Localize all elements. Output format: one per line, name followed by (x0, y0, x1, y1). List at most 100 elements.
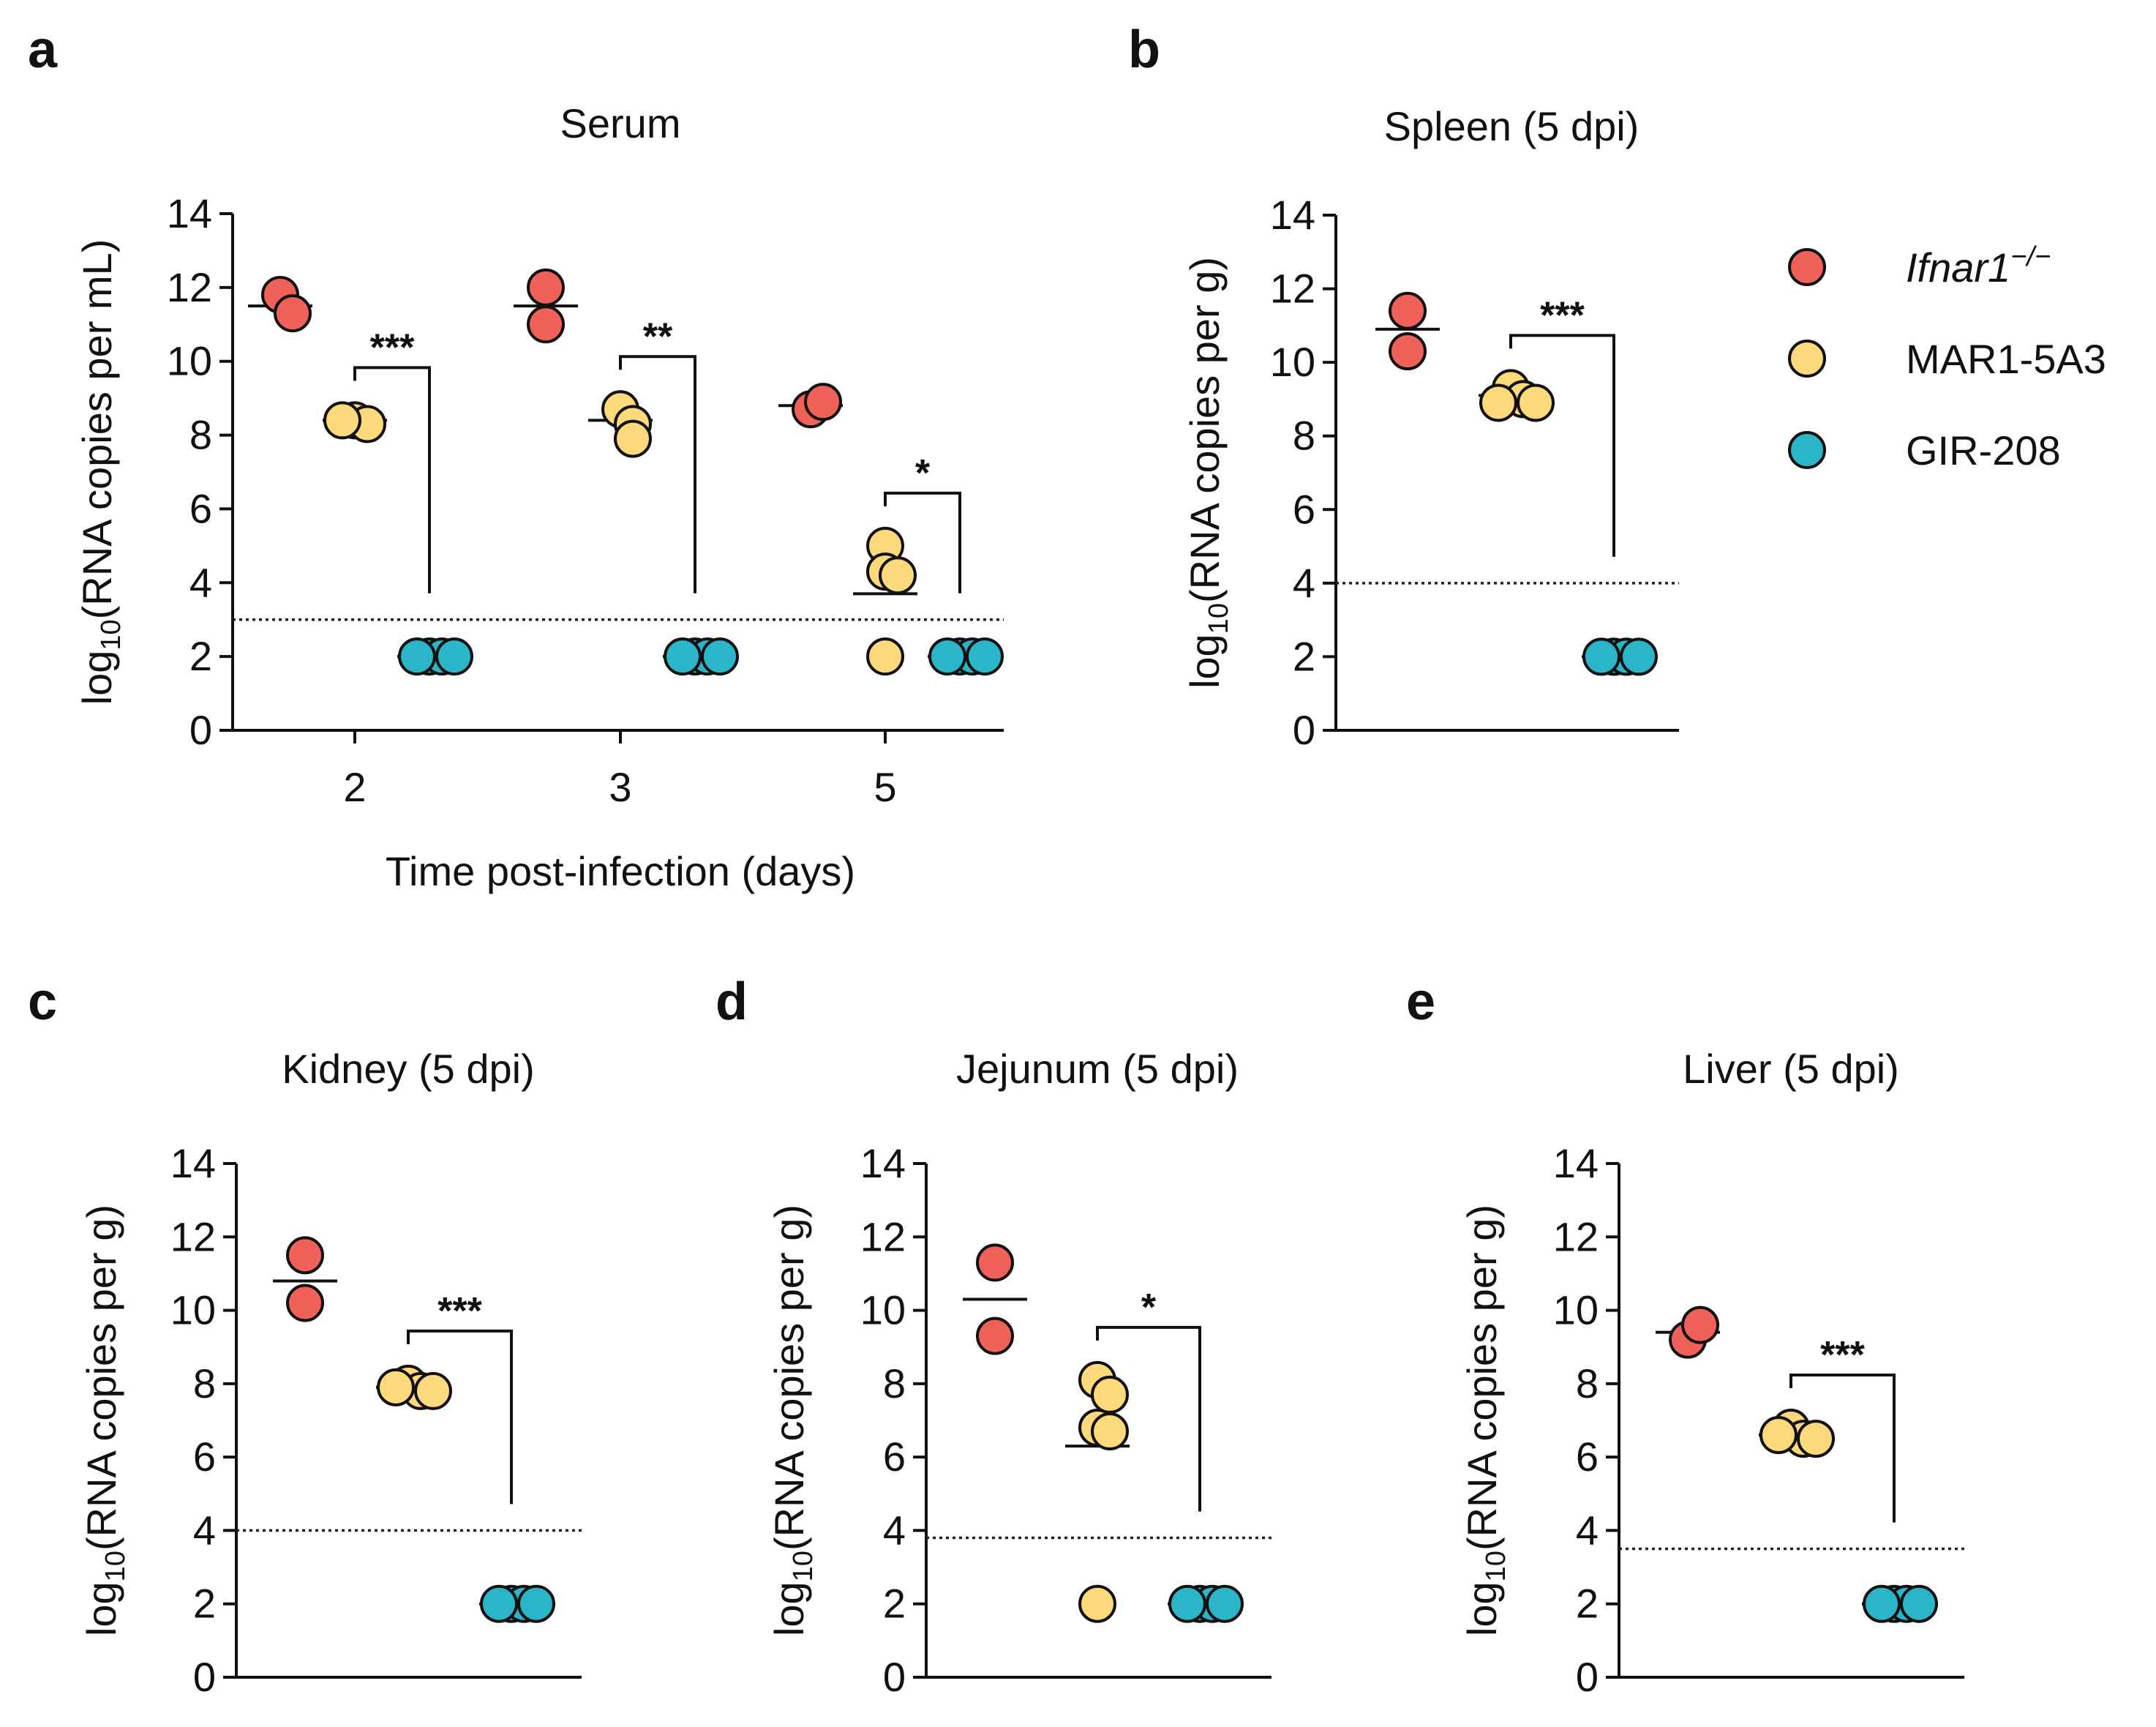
y-tick-label-b: 0 (1293, 707, 1315, 753)
chart-title-c: Kidney (5 dpi) (282, 1046, 535, 1092)
legend-label-main: Ifnar1 (1906, 244, 2010, 291)
data-point-GIR-208-b (1620, 637, 1658, 676)
data-point-MAR1-5A3-d (1091, 1412, 1129, 1451)
y-tick-label-d: 6 (883, 1434, 906, 1480)
data-point-MAR1-5A3-d (1078, 1584, 1116, 1623)
y-tick-label-e: 4 (1576, 1507, 1599, 1553)
legend-label-Ifnar1: Ifnar1−/− (1906, 241, 2051, 291)
data-point-Ifnar1-a (527, 268, 565, 307)
data-point-GIR-208-c (480, 1584, 518, 1623)
data-point-GIR-208-a (701, 637, 739, 676)
data-point-Ifnar1-b (1389, 291, 1427, 330)
legend-label-MAR1-5A3: MAR1-5A3 (1906, 336, 2106, 382)
significance-stars-a: * (915, 452, 931, 495)
panel-letter-b: b (1128, 20, 1160, 79)
data-point-MAR1-5A3-e (1797, 1420, 1835, 1458)
data-point-Ifnar1-b (1389, 332, 1427, 371)
data-point-MAR1-5A3-c (377, 1368, 415, 1406)
legend-label-main: GIR-208 (1906, 427, 2061, 473)
y-tick-label-e: 2 (1576, 1581, 1599, 1627)
y-axis-label-c: log10(RNA copies per g) (78, 1205, 131, 1636)
significance-bracket-a (619, 355, 696, 593)
y-tick-label-e: 12 (1553, 1213, 1599, 1259)
y-tick-label-d: 14 (860, 1140, 906, 1186)
y-tick-label-d: 2 (883, 1581, 906, 1627)
panel-letter-a: a (28, 20, 58, 79)
y-tick-label-b: 6 (1293, 486, 1315, 532)
x-tick-label-a: 3 (609, 764, 631, 810)
y-tick-label-a: 12 (167, 264, 212, 310)
legend-label-superscript: −/− (2010, 241, 2051, 272)
y-tick-label-d: 0 (883, 1654, 906, 1700)
y-tick-label-b: 2 (1293, 633, 1315, 679)
data-point-Ifnar1-c (286, 1236, 324, 1275)
significance-stars-d: * (1141, 1286, 1157, 1329)
y-tick-label-a: 14 (167, 190, 212, 236)
data-point-MAR1-5A3-d (1091, 1375, 1129, 1414)
data-point-Ifnar1-c (286, 1284, 324, 1322)
significance-bracket-a (884, 491, 961, 593)
y-tick-label-d: 4 (883, 1507, 906, 1553)
x-tick-label-a: 2 (343, 764, 366, 810)
significance-bracket-c (407, 1329, 513, 1505)
y-tick-label-c: 8 (193, 1360, 216, 1406)
significance-stars-a: *** (370, 326, 415, 369)
x-tick-label-a: 5 (874, 764, 896, 810)
y-tick-label-a: 6 (189, 485, 212, 531)
data-point-GIR-208-a (928, 637, 966, 676)
y-label-subscript: 10 (96, 619, 127, 650)
y-axis-label-b: log10(RNA copies per g) (1182, 257, 1234, 689)
data-point-MAR1-5A3-b (1517, 383, 1555, 422)
y-tick-label-e: 6 (1576, 1434, 1599, 1480)
y-label-subscript: 10 (1203, 603, 1234, 634)
y-label-log: log (1459, 1581, 1505, 1636)
legend-marker-GIR-208 (1788, 431, 1826, 469)
data-point-Ifnar1-a (527, 305, 565, 344)
y-label-rest: (RNA copies per g) (1459, 1205, 1505, 1551)
significance-bracket-a (353, 366, 431, 593)
y-tick-label-e: 8 (1576, 1360, 1599, 1406)
y-tick-label-c: 12 (170, 1213, 216, 1259)
y-label-subscript: 10 (1481, 1551, 1511, 1581)
y-tick-label-a: 0 (189, 707, 212, 753)
y-tick-label-e: 0 (1576, 1654, 1599, 1700)
y-tick-label-b: 4 (1293, 560, 1315, 606)
y-tick-label-c: 6 (193, 1434, 216, 1480)
y-tick-label-b: 8 (1293, 413, 1315, 459)
data-point-GIR-208-e (1863, 1584, 1901, 1623)
data-point-MAR1-5A3-a (323, 401, 361, 440)
data-point-MAR1-5A3-a (614, 419, 652, 458)
y-tick-label-c: 10 (170, 1287, 216, 1333)
data-point-Ifnar1-a (804, 383, 842, 422)
y-label-log: log (78, 1581, 124, 1636)
data-point-GIR-208-a (664, 637, 702, 676)
panel-letter-d: d (715, 973, 748, 1031)
y-label-log: log (74, 651, 120, 705)
data-point-GIR-208-a (966, 637, 1004, 676)
significance-stars-e: *** (1820, 1334, 1865, 1376)
chart-title-e: Liver (5 dpi) (1683, 1046, 1899, 1092)
y-tick-label-e: 10 (1553, 1287, 1599, 1333)
data-point-MAR1-5A3-a (879, 556, 917, 595)
y-tick-label-c: 0 (193, 1654, 216, 1700)
y-axis-label-e: log10(RNA copies per g) (1459, 1205, 1511, 1636)
legend-marker-Ifnar1 (1788, 248, 1826, 286)
y-label-log: log (1182, 634, 1228, 689)
significance-bracket-d (1096, 1325, 1201, 1512)
y-tick-label-d: 10 (860, 1287, 906, 1333)
data-point-MAR1-5A3-b (1479, 383, 1517, 422)
chart-title-d: Jejunum (5 dpi) (956, 1046, 1239, 1092)
y-tick-label-a: 2 (189, 633, 212, 679)
y-tick-label-b: 14 (1270, 192, 1315, 238)
y-tick-label-a: 4 (189, 559, 212, 605)
legend-label-main: MAR1-5A3 (1906, 336, 2106, 382)
significance-bracket-b (1509, 334, 1615, 557)
data-point-GIR-208-b (1582, 637, 1620, 676)
panel-letter-e: e (1406, 973, 1435, 1031)
y-label-log: log (766, 1581, 812, 1636)
significance-stars-c: *** (437, 1290, 482, 1333)
data-point-Ifnar1-d (976, 1316, 1014, 1355)
y-tick-label-c: 14 (170, 1140, 216, 1186)
data-point-MAR1-5A3-a (866, 637, 904, 676)
